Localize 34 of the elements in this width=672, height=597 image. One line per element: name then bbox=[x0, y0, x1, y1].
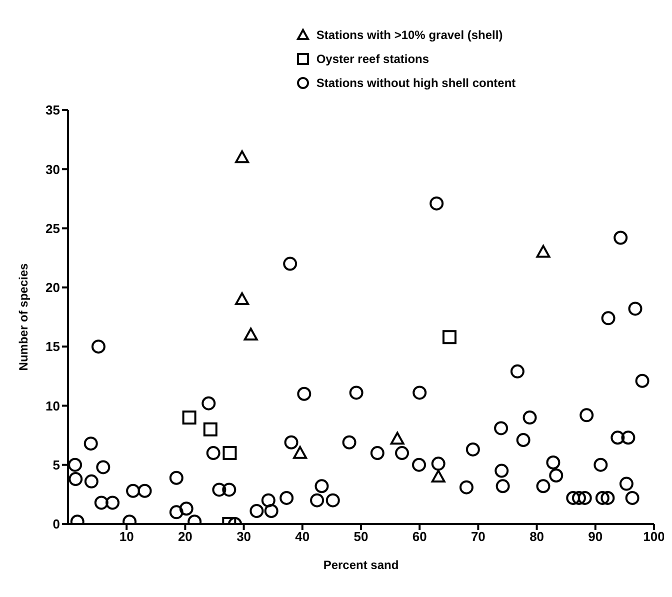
x-tick-label: 90 bbox=[588, 529, 603, 544]
y-tick-label: 15 bbox=[46, 339, 60, 354]
point bbox=[182, 410, 196, 425]
point bbox=[293, 446, 308, 459]
y-tick-label: 30 bbox=[46, 162, 60, 177]
x-tick-label: 20 bbox=[178, 529, 192, 544]
y-tick-label: 5 bbox=[52, 457, 60, 472]
x-tick-label: 100 bbox=[643, 529, 665, 544]
x-tick-label: 60 bbox=[412, 529, 427, 544]
point bbox=[390, 432, 404, 445]
point bbox=[235, 150, 250, 164]
legend-label: Oyster reef stations bbox=[316, 52, 430, 66]
y-axis-title: Number of species bbox=[16, 262, 30, 371]
x-tick-label: 80 bbox=[530, 529, 544, 544]
point bbox=[235, 292, 250, 306]
point bbox=[536, 244, 550, 258]
y-tick-label: 20 bbox=[46, 280, 60, 296]
y-tick-label: 0 bbox=[52, 516, 60, 532]
point bbox=[244, 328, 258, 341]
x-tick-label: 30 bbox=[236, 529, 252, 544]
point bbox=[442, 330, 456, 344]
y-tick-label: 25 bbox=[46, 220, 60, 236]
x-tick-label: 70 bbox=[470, 529, 486, 544]
y-tick-label: 35 bbox=[46, 102, 60, 118]
legend-label: Stations without high shell content bbox=[316, 76, 516, 90]
point bbox=[222, 446, 237, 460]
x-tick-label: 10 bbox=[119, 529, 134, 544]
legend-label: Stations with >10% gravel (shell) bbox=[316, 28, 503, 42]
y-tick-label: 10 bbox=[46, 398, 60, 414]
x-axis-title: Percent sand bbox=[323, 558, 399, 572]
x-tick-label: 50 bbox=[354, 529, 368, 544]
point bbox=[431, 470, 446, 482]
x-tick-label: 40 bbox=[295, 529, 310, 544]
point bbox=[203, 422, 218, 436]
